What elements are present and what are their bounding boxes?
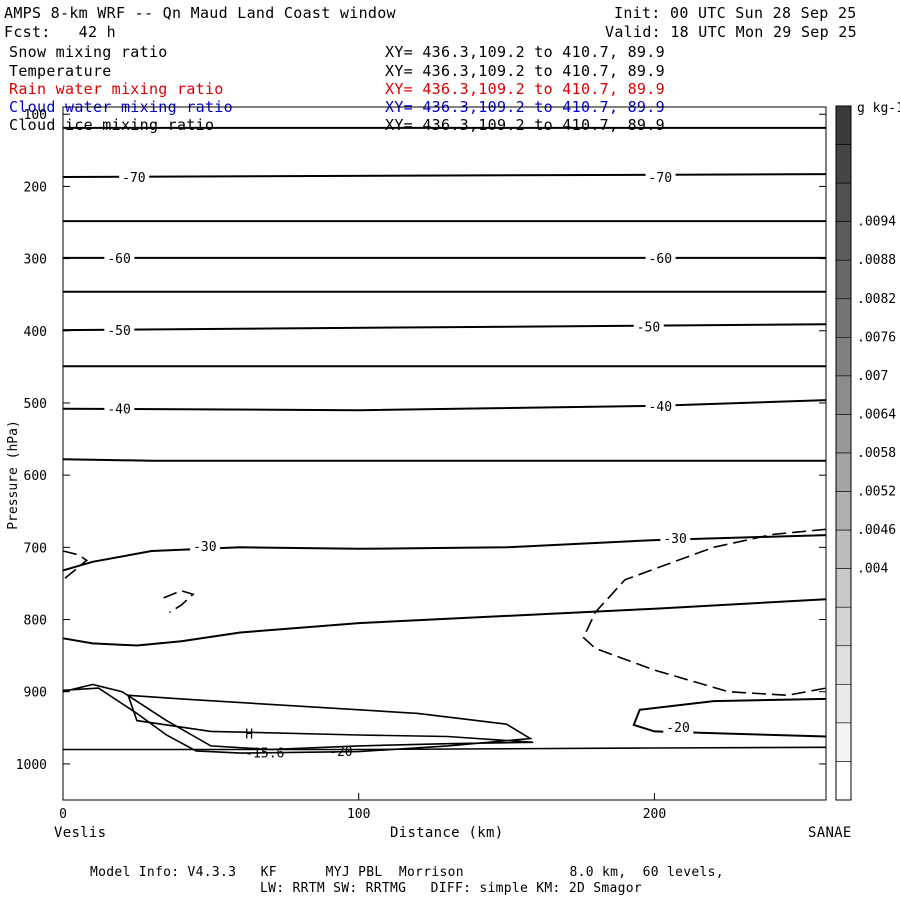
dashed-contour [163, 589, 195, 613]
colorbar-swatch [835, 645, 852, 685]
colorbar-swatch [835, 606, 852, 647]
colorbar-label: .0088 [857, 253, 896, 268]
y-tick-label: 1000 [16, 758, 47, 773]
temperature-contour-label: -40 [649, 400, 672, 415]
contour-label-bg [645, 397, 676, 413]
left-endpoint-label: Veslis [54, 825, 107, 841]
field-xy-cloud-ice: XY= 436.3,109.2 to 410.7, 89.9 [385, 116, 665, 134]
temperature-contour-label: -50 [637, 320, 660, 335]
dashed-contour [582, 528, 827, 697]
temperature-contour [62, 598, 827, 647]
colorbar-swatch [835, 182, 852, 222]
snow-contour [63, 746, 827, 751]
temperature-contour [62, 399, 827, 412]
contour-label-bg [660, 529, 691, 545]
colorbar-label: .0082 [857, 292, 896, 307]
temperature-contour [62, 458, 826, 462]
colorbar-swatch [835, 259, 852, 300]
extremum-value-label: -15.6 [245, 746, 284, 761]
colorbar-swatch [835, 414, 852, 454]
temperature-contour-label: -60 [107, 252, 130, 267]
contour-label-bg [645, 169, 676, 185]
y-tick-label: 900 [24, 686, 47, 701]
y-tick-label: 600 [24, 469, 47, 484]
y-tick-label: 300 [24, 253, 47, 268]
colorbar-swatch [835, 568, 852, 608]
colorbar-label: .0046 [857, 523, 896, 538]
colorbar-swatch [835, 452, 852, 492]
colorbar-label: .0058 [857, 446, 896, 461]
contour-label-bg [663, 719, 694, 735]
contour-label-bg [633, 318, 664, 334]
temperature-contour [632, 697, 827, 738]
colorbar-swatch [835, 221, 852, 261]
footer-physics-info: LW: RRTM SW: RRTMG DIFF: simple KM: 2D S… [260, 881, 642, 896]
high-marker: H [245, 728, 253, 743]
y-tick-label: 800 [24, 614, 47, 629]
field-xy-rain: XY= 436.3,109.2 to 410.7, 89.9 [385, 80, 665, 98]
y-tick-label: 100 [24, 108, 47, 123]
colorbar-label: .0052 [857, 485, 896, 500]
colorbar-swatch [835, 684, 852, 724]
temperature-contour-label: -30 [193, 540, 216, 555]
colorbar-label: .007 [857, 369, 888, 384]
field-xy-snow: XY= 436.3,109.2 to 410.7, 89.9 [385, 43, 665, 61]
colorbar-swatch [835, 529, 852, 569]
x-tick-label: 0 [59, 807, 67, 822]
contour-label-bg [104, 400, 135, 416]
field-name-snow: Snow mixing ratio [9, 43, 168, 61]
forecast-hour: Fcst: 42 h [4, 23, 116, 41]
init-time: Init: 00 UTC Sun 28 Sep 25 [614, 4, 857, 22]
plot-frame [62, 106, 827, 801]
colorbar-frame [835, 105, 852, 801]
colorbar-unit: g kg-1 [857, 101, 900, 116]
temperature-contour-label: -60 [649, 252, 672, 267]
temperature-contour [62, 173, 827, 178]
contour-label-bg [119, 169, 150, 185]
temperature-contour-label: -70 [649, 171, 672, 186]
temperature-contour-label: -40 [107, 403, 130, 418]
temperature-contour [62, 323, 827, 332]
field-name-cloud-ice: Cloud ice mixing ratio [9, 116, 215, 134]
x-tick-label: 200 [643, 807, 666, 822]
colorbar-label: .0094 [857, 215, 896, 230]
y-tick-label: 700 [24, 541, 47, 556]
colorbar-swatch [835, 298, 852, 338]
field-xy-temperature: XY= 436.3,109.2 to 410.7, 89.9 [385, 62, 665, 80]
right-endpoint-label: SANAE [808, 825, 852, 841]
x-tick-label: 100 [347, 807, 370, 822]
x-axis-title: Distance (km) [390, 825, 504, 841]
contour-label-bg [104, 322, 135, 338]
colorbar-label: .0064 [857, 407, 896, 422]
temperature-contour-label: -20 [666, 721, 689, 736]
field-name-temperature: Temperature [9, 62, 112, 80]
window-title: AMPS 8-km WRF -- Qn Maud Land Coast wind… [4, 4, 396, 22]
colorbar-swatch [835, 491, 852, 531]
colorbar-swatch [835, 144, 852, 184]
dashed-contour [62, 550, 89, 581]
temperature-contour-label: -70 [122, 171, 145, 186]
colorbar-swatch [835, 337, 852, 377]
y-tick-label: 400 [24, 325, 47, 340]
y-tick-label: 200 [24, 180, 47, 195]
y-axis-title: Pressure (hPa) [6, 420, 21, 530]
snow-contour [62, 683, 534, 754]
contour-label-bg [645, 249, 676, 265]
contour-label-bg [190, 537, 221, 553]
colorbar-swatch [835, 761, 852, 801]
temperature-contour-label: -50 [107, 324, 130, 339]
temperature-contour [62, 534, 827, 572]
colorbar-swatch [835, 105, 852, 145]
colorbar-swatch [835, 722, 852, 762]
colorbar-label: .0076 [857, 330, 896, 345]
contour-label-bg [104, 249, 135, 265]
valid-time: Valid: 18 UTC Mon 29 Sep 25 [605, 23, 857, 41]
temperature-contour-label: -30 [663, 532, 686, 547]
colorbar-label: .004 [857, 562, 888, 577]
y-tick-label: 500 [24, 397, 47, 412]
field-name-rain: Rain water mixing ratio [9, 80, 224, 98]
footer-model-info: Model Info: V4.3.3 KF MYJ PBL Morrison 8… [90, 865, 724, 880]
colorbar-swatch [835, 375, 852, 415]
